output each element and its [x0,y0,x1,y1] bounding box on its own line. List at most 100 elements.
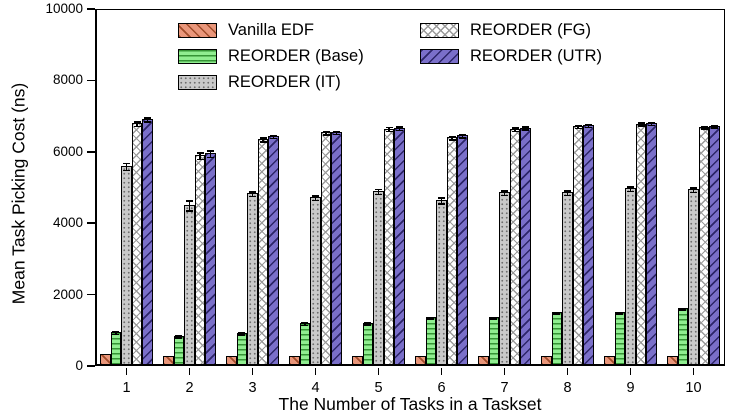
x-tick-label: 2 [185,380,194,396]
error-bar-cap [301,324,309,327]
error-bar-cap [333,133,341,136]
error-bar-cap [648,124,656,127]
legend-item-reorder-utr: REORDER (UTR) [420,47,602,66]
legend-swatch-reorder-fg [420,23,459,38]
bar [415,355,426,366]
error-bar [178,335,180,339]
x-tick-label: 1 [122,380,131,396]
bar-group-10: 10 [662,9,725,396]
error-bar [304,322,306,327]
error-bar-cap [490,316,498,318]
error-bar-cap [207,156,215,159]
legend-swatch-reorder-utr [420,49,459,64]
bar [436,197,447,366]
error-bar [703,125,705,130]
error-bar [325,130,327,136]
error-bar-cap [301,322,309,324]
error-bar [440,197,443,205]
bar-group-7: 7 [473,9,536,396]
error-bar [199,152,201,161]
error-bar-cap [196,152,204,154]
error-bar-cap [522,126,530,128]
x-tick-label: 9 [626,380,635,396]
bar [551,311,563,366]
error-bar [125,162,128,172]
x-tick-label: 6 [437,380,446,396]
y-axis-title: Mean Task Picking Cost (ns) [8,82,29,305]
error-bar-cap [448,139,456,141]
error-bar-cap [175,337,183,339]
error-bar-cap [438,203,445,205]
error-bar [524,126,527,131]
error-bar [377,188,380,196]
error-bar [262,137,264,143]
legend-swatch-reorder-base [178,49,217,64]
error-bar-cap [396,129,404,132]
bar [677,307,689,366]
bar [184,200,195,366]
error-bar [692,187,695,194]
error-bar-cap [690,187,697,189]
error-bar-cap [501,194,508,196]
error-bar-cap [249,195,256,198]
error-bar-cap [690,191,697,194]
legend-label: Vanilla EDF [228,21,314,39]
error-bar [650,122,653,127]
error-bar-cap [385,126,393,129]
bar-group-2: 2 [158,9,221,396]
bar [541,355,552,366]
bar [142,117,153,366]
error-bar-cap [144,121,152,123]
error-bar-cap [333,130,341,132]
y-tick-label: 6000 [52,143,83,159]
error-bar [430,316,432,320]
error-bar [241,332,243,336]
error-bar-cap [427,316,435,318]
error-bar-cap [438,197,445,199]
error-bar [188,200,191,212]
bar [509,127,521,366]
error-bar-cap [322,134,330,136]
error-bar [367,322,369,326]
bar [121,162,132,366]
error-bar [514,127,516,133]
bar [604,356,615,366]
bar [226,355,237,366]
bar [247,191,258,366]
legend-item-reorder-base: REORDER (Base) [178,47,364,66]
x-tick-label: 8 [563,380,572,396]
bar [100,354,111,366]
bar-group-6: 6 [410,9,473,396]
error-bar [577,124,579,130]
bar [478,355,489,366]
x-tick-mark [251,368,254,375]
error-bar-cap [574,127,582,130]
error-bar-cap [123,169,130,172]
error-bar [314,195,317,202]
x-tick-mark [692,368,695,375]
error-bar [115,330,117,336]
x-axis-title: The Number of Tasks in a Taskset [278,394,542,414]
error-bar-cap [112,333,120,336]
error-bar-cap [364,322,372,324]
bar [499,190,510,366]
legend-label: REORDER (FG) [470,21,591,39]
error-bar-cap [637,125,645,127]
bar [373,188,384,366]
error-bar [629,186,632,193]
error-bar-cap [133,121,141,123]
error-bar-cap [616,311,624,313]
error-bar-cap [522,129,530,131]
x-tick-mark [377,368,380,375]
error-bar-cap [112,330,120,333]
bar-groups: 1 2 3 4 5 6 7 8 9 10 [95,9,725,396]
legend-swatch-vanilla-edf [178,23,217,38]
bar [299,322,311,366]
bar [257,137,269,366]
y-tick-mark [87,365,95,367]
bar [194,152,206,366]
bar [457,133,468,366]
error-bar [503,190,506,197]
bar [709,124,720,366]
bar [583,124,594,366]
